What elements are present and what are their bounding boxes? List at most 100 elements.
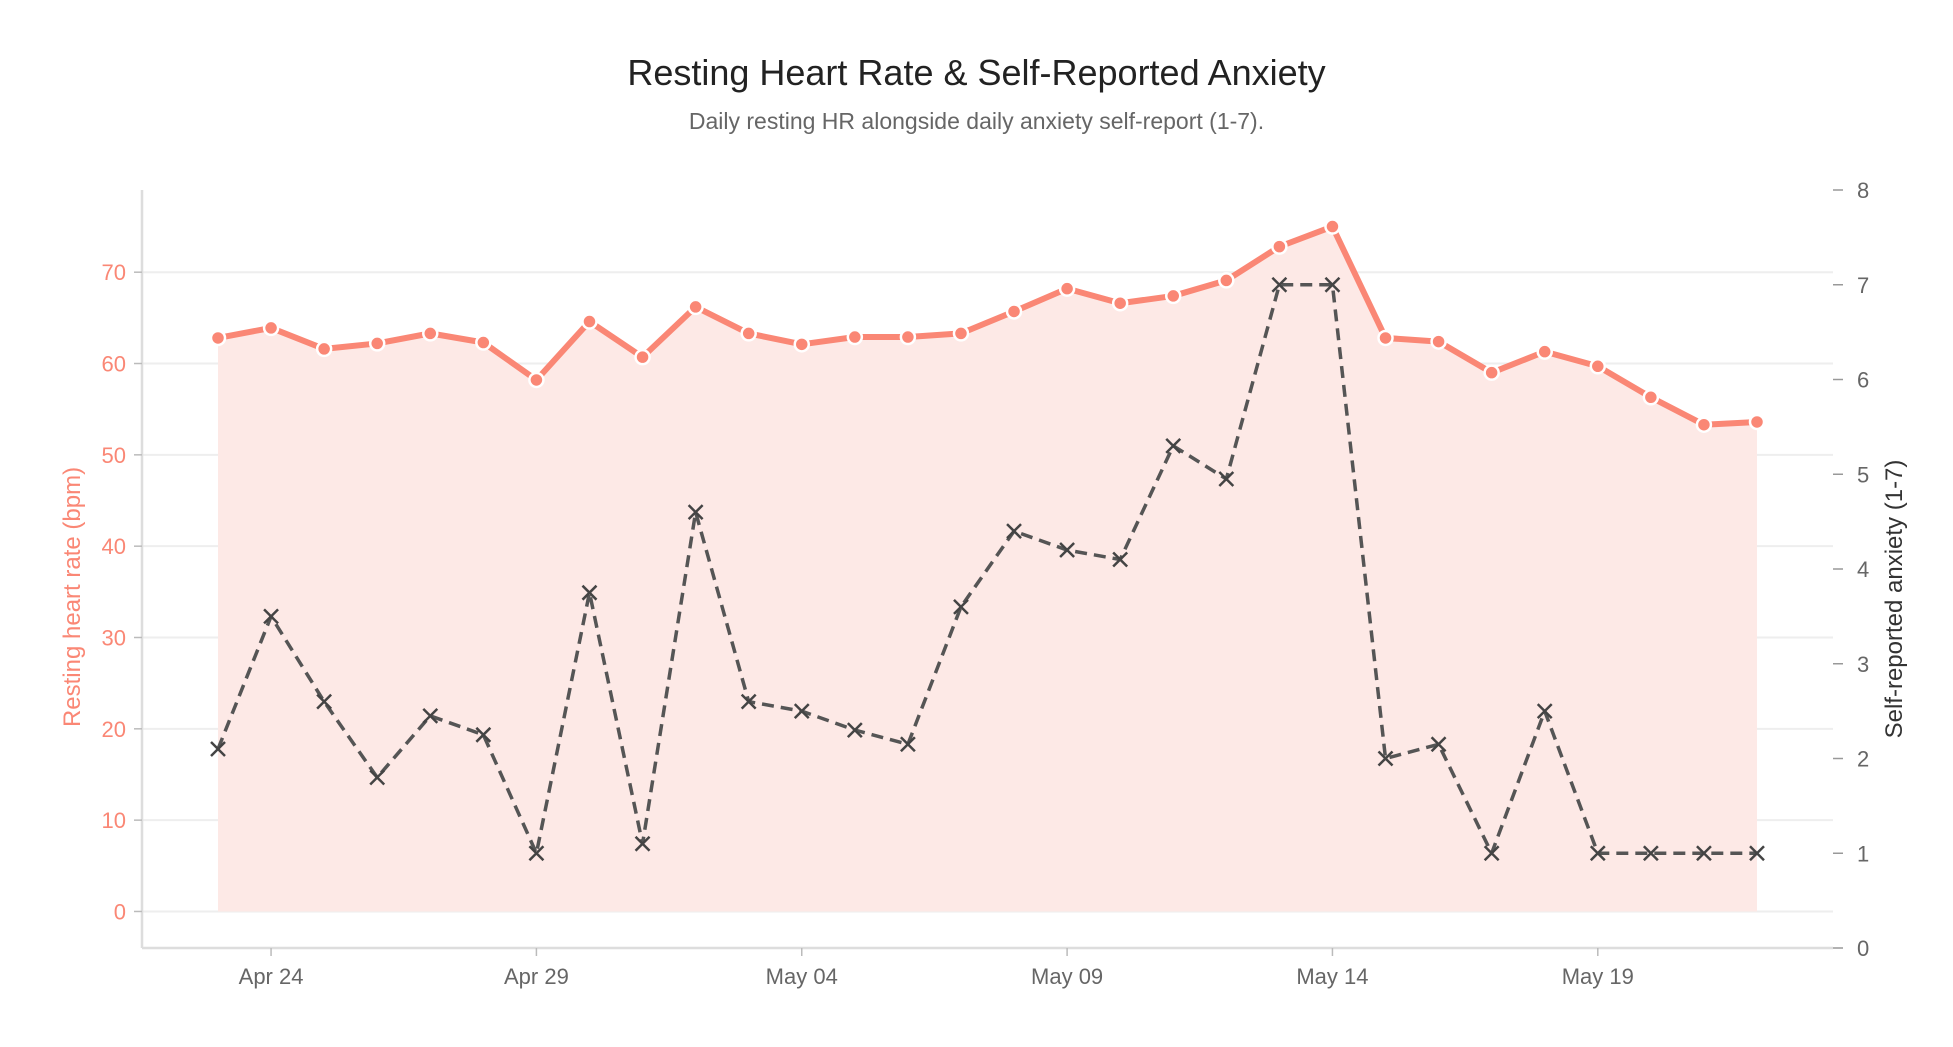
hr-point (475, 334, 492, 351)
anxiety-marker-stroke (1059, 542, 1075, 558)
anxiety-marker-stroke (1642, 845, 1659, 862)
anxiety-point (1218, 471, 1235, 487)
anxiety-point (1536, 703, 1553, 720)
anxiety-marker-stroke (1006, 523, 1022, 539)
hr-series-layer (209, 218, 1766, 433)
hr-point (952, 325, 970, 342)
hr-point (528, 371, 545, 389)
anxiety-marker-stroke (1589, 845, 1606, 862)
hr-point (209, 329, 227, 347)
anxiety-point (1271, 276, 1288, 293)
anxiety-point (1006, 523, 1022, 539)
anxiety-point (528, 845, 545, 862)
hr-point (1642, 389, 1660, 406)
hr-point (1430, 333, 1447, 350)
anxiety-marker-stroke (316, 693, 333, 710)
anxiety-marker-stroke (846, 722, 863, 738)
right-tick-label: 0 (1857, 936, 1869, 961)
right-tick-label: 3 (1857, 652, 1869, 677)
anxiety-point (953, 599, 969, 615)
right-tick-label: 8 (1857, 178, 1869, 203)
x-tick-label: Apr 24 (239, 964, 304, 989)
anxiety-series-layer (210, 276, 1765, 862)
left-tick-label: 40 (102, 534, 126, 559)
anxiety-marker-stroke (1112, 551, 1129, 568)
anxiety-point (1589, 845, 1606, 862)
right-tick-label: 4 (1857, 557, 1869, 582)
hr-point (687, 298, 704, 316)
x-tick-label: May 14 (1296, 964, 1368, 989)
anxiety-point (1324, 276, 1341, 293)
anxiety-marker-stroke (581, 584, 598, 601)
chart-title: Resting Heart Rate & Self-Reported Anxie… (627, 52, 1326, 93)
anxiety-marker-stroke (793, 703, 810, 720)
hr-line (215, 223, 1760, 428)
right-tick-label: 7 (1857, 273, 1869, 298)
hr-point (1164, 287, 1182, 305)
anxiety-marker-stroke (1430, 736, 1447, 753)
anxiety-marker-stroke (740, 693, 757, 710)
anxiety-point (793, 703, 810, 720)
right-axis-title: Self-reported anxiety (1-7) (1881, 460, 1908, 739)
hr-point (846, 328, 864, 346)
anxiety-point (210, 741, 226, 757)
anxiety-point (422, 707, 439, 724)
left-axis-title: Resting heart rate (bpm) (59, 467, 86, 727)
anxiety-point (263, 608, 279, 625)
anxiety-point (1165, 437, 1182, 454)
anxiety-marker-stroke (1536, 703, 1553, 720)
chart-subtitle: Daily resting HR alongside daily anxiety… (688, 108, 1265, 134)
anxiety-marker-stroke (634, 835, 651, 852)
hr-point (1377, 329, 1394, 347)
anxiety-point (369, 769, 386, 786)
anxiety-point (1112, 551, 1129, 568)
hr-point (1218, 272, 1235, 289)
anxiety-line (216, 283, 1757, 855)
left-tick-label: 20 (102, 717, 126, 742)
x-tick-label: May 09 (1031, 964, 1103, 989)
hr-point (1058, 280, 1076, 297)
hr-point (1271, 238, 1288, 255)
anxiety-marker-stroke (210, 741, 226, 757)
anxiety-point (1430, 736, 1447, 753)
anxiety-marker-stroke (263, 608, 279, 625)
anxiety-point (846, 722, 863, 738)
anxiety-marker-stroke (1324, 276, 1341, 293)
left-tick-label: 50 (102, 443, 126, 468)
anxiety-marker-stroke (1377, 750, 1394, 767)
right-tick-label: 6 (1857, 368, 1869, 393)
left-tick-label: 10 (102, 808, 126, 833)
anxiety-marker-stroke (1271, 276, 1288, 293)
anxiety-point (316, 693, 333, 710)
hr-point (793, 336, 811, 353)
anxiety-point (740, 693, 757, 710)
hr-point (1005, 303, 1023, 320)
left-tick-label: 30 (102, 625, 126, 650)
x-tick-label: May 04 (766, 964, 838, 989)
hr-point (315, 340, 333, 358)
hr-point (422, 325, 439, 342)
x-tick-label: Apr 29 (504, 964, 569, 989)
hr-point (634, 348, 651, 366)
anxiety-marker-stroke (953, 599, 969, 615)
anxiety-marker-stroke (422, 707, 439, 724)
right-tick-label: 1 (1857, 841, 1869, 866)
anxiety-point (900, 736, 916, 753)
hr-point (1748, 413, 1766, 431)
anxiety-marker-stroke (369, 769, 386, 786)
anxiety-point (1642, 845, 1659, 862)
anxiety-point (1749, 845, 1765, 862)
anxiety-point (581, 584, 598, 601)
anxiety-marker-stroke (1483, 845, 1500, 862)
anxiety-point (475, 726, 492, 743)
axes-layer: 0 10 20 30 40 50 60 70 0 1 2 3 4 5 6 7 8 Apr 24 Apr 29 May … (102, 178, 1870, 989)
left-tick-label: 60 (102, 352, 126, 377)
anxiety-marker-stroke (1218, 471, 1235, 487)
anxiety-marker-stroke (900, 736, 916, 753)
anxiety-point (687, 504, 704, 521)
anxiety-point (1059, 542, 1075, 558)
hr-point (1483, 364, 1500, 381)
anxiety-marker-stroke (528, 845, 545, 862)
